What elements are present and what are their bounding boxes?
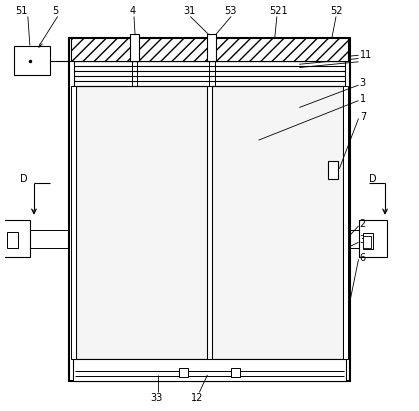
Bar — [179, 368, 188, 377]
Bar — [231, 368, 240, 377]
Text: 12: 12 — [191, 393, 204, 403]
Text: 4: 4 — [130, 6, 136, 16]
Text: 32: 32 — [360, 235, 372, 245]
Text: 52: 52 — [330, 6, 342, 16]
Text: 3: 3 — [360, 78, 366, 88]
Text: 521: 521 — [269, 6, 287, 16]
Bar — [130, 34, 139, 60]
Bar — [74, 61, 345, 86]
Bar — [363, 236, 371, 247]
Bar — [13, 46, 50, 75]
Text: 7: 7 — [360, 111, 366, 122]
Text: 51: 51 — [16, 6, 28, 16]
Bar — [359, 220, 387, 256]
Bar — [76, 86, 207, 358]
Text: D: D — [369, 174, 376, 184]
Bar — [328, 161, 338, 179]
Bar — [73, 358, 346, 381]
Text: 6: 6 — [360, 253, 366, 263]
Bar — [8, 232, 18, 248]
Bar — [344, 86, 348, 358]
Bar — [207, 34, 217, 60]
Bar — [1, 220, 30, 256]
Text: 5: 5 — [52, 6, 59, 16]
Bar — [71, 38, 348, 60]
Text: 11: 11 — [360, 50, 372, 60]
Bar — [71, 86, 75, 358]
Bar — [212, 86, 343, 358]
Text: 1: 1 — [360, 94, 366, 104]
Text: 2: 2 — [360, 219, 366, 229]
Bar — [362, 233, 373, 249]
Text: 33: 33 — [150, 393, 163, 403]
Text: 31: 31 — [183, 6, 195, 16]
Text: D: D — [20, 174, 27, 184]
Text: 53: 53 — [224, 6, 236, 16]
Bar — [69, 38, 350, 381]
